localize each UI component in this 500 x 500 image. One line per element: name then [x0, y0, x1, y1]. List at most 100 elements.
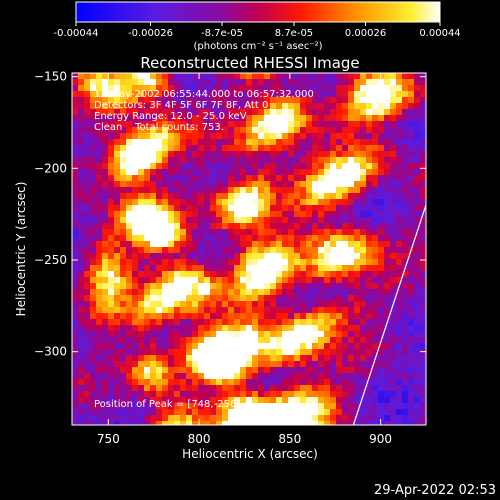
heatmap-cell: [78, 211, 85, 218]
heatmap-cell: [246, 229, 253, 236]
heatmap-cell: [420, 109, 426, 116]
heatmap-cell: [414, 307, 421, 314]
heatmap-cell: [210, 85, 217, 92]
heatmap-cell: [222, 277, 229, 284]
heatmap-cell: [132, 193, 139, 200]
heatmap-cell: [294, 373, 301, 380]
heatmap-cell: [312, 91, 319, 98]
heatmap-cell: [90, 127, 97, 134]
heatmap-cell: [180, 415, 187, 422]
heatmap-cell: [354, 109, 361, 116]
heatmap-cell: [240, 379, 247, 386]
heatmap-cell: [96, 331, 103, 338]
heatmap-cell: [372, 85, 379, 92]
heatmap-cell: [72, 127, 79, 134]
heatmap-cell: [204, 415, 211, 422]
heatmap-cell: [324, 265, 331, 272]
heatmap-cell: [222, 361, 229, 368]
heatmap-cell: [234, 421, 241, 425]
heatmap-cell: [318, 289, 325, 296]
heatmap-cell: [132, 259, 139, 266]
heatmap-cell: [252, 337, 259, 344]
heatmap-cell: [150, 241, 157, 248]
heatmap-cell: [390, 229, 397, 236]
heatmap-cell: [342, 361, 349, 368]
heatmap-cell: [360, 313, 367, 320]
heatmap-cell: [228, 127, 235, 134]
heatmap-cell: [294, 187, 301, 194]
heatmap-cell: [312, 259, 319, 266]
heatmap-cell: [318, 295, 325, 302]
heatmap-cell: [294, 151, 301, 158]
heatmap-cell: [84, 139, 91, 146]
heatmap-cell: [78, 385, 85, 392]
heatmap-cell: [258, 145, 265, 152]
heatmap-cell: [276, 169, 283, 176]
heatmap-cell: [420, 235, 426, 242]
heatmap-cell: [108, 313, 115, 320]
heatmap-cell: [102, 349, 109, 356]
heatmap-cell: [174, 349, 181, 356]
heatmap-cell: [108, 217, 115, 224]
heatmap-cell: [108, 421, 115, 425]
heatmap-cell: [366, 391, 373, 398]
heatmap-cell: [144, 127, 151, 134]
heatmap-cell: [108, 109, 115, 116]
heatmap-cell: [180, 229, 187, 236]
heatmap-cell: [348, 415, 355, 422]
heatmap-cell: [204, 121, 211, 128]
heatmap-cell: [270, 73, 277, 80]
heatmap-cell: [330, 241, 337, 248]
heatmap-cell: [336, 145, 343, 152]
heatmap-cell: [288, 349, 295, 356]
x-tick-label: 750: [97, 432, 120, 446]
heatmap-cell: [222, 127, 229, 134]
heatmap-cell: [378, 373, 385, 380]
heatmap-cell: [180, 211, 187, 218]
heatmap-cell: [132, 337, 139, 344]
heatmap-cell: [408, 385, 415, 392]
heatmap-cell: [354, 313, 361, 320]
heatmap-cell: [114, 325, 121, 332]
heatmap-cell: [294, 337, 301, 344]
heatmap-cell: [84, 385, 91, 392]
heatmap-cell: [318, 337, 325, 344]
heatmap-cell: [318, 385, 325, 392]
heatmap-cell: [270, 211, 277, 218]
heatmap-cell: [102, 247, 109, 254]
colorbar-tick-label: 8.7e-05: [275, 28, 313, 39]
heatmap-cell: [372, 163, 379, 170]
heatmap-cell: [150, 217, 157, 224]
heatmap-cell: [258, 163, 265, 170]
heatmap-cell: [90, 157, 97, 164]
heatmap-cell: [78, 361, 85, 368]
heatmap-cell: [276, 397, 283, 404]
heatmap-cell: [132, 277, 139, 284]
heatmap-cell: [96, 349, 103, 356]
heatmap-cell: [420, 397, 426, 404]
heatmap-cell: [138, 121, 145, 128]
heatmap-cell: [216, 313, 223, 320]
heatmap-cell: [282, 91, 289, 98]
heatmap-cell: [270, 271, 277, 278]
heatmap-cell: [84, 181, 91, 188]
heatmap-cell: [258, 379, 265, 386]
heatmap-cell: [306, 307, 313, 314]
heatmap-cell: [366, 307, 373, 314]
heatmap-cell: [300, 205, 307, 212]
heatmap-cell: [168, 211, 175, 218]
heatmap-cell: [276, 415, 283, 422]
heatmap-cell: [174, 415, 181, 422]
heatmap-cell: [180, 325, 187, 332]
heatmap-cell: [186, 313, 193, 320]
heatmap-cell: [252, 295, 259, 302]
heatmap-cell: [366, 145, 373, 152]
heatmap-cell: [384, 391, 391, 398]
heatmap-cell: [390, 151, 397, 158]
heatmap-cell: [150, 373, 157, 380]
heatmap-cell: [288, 379, 295, 386]
heatmap-cell: [120, 109, 127, 116]
heatmap-cell: [102, 187, 109, 194]
heatmap-cell: [192, 109, 199, 116]
heatmap-cell: [282, 163, 289, 170]
